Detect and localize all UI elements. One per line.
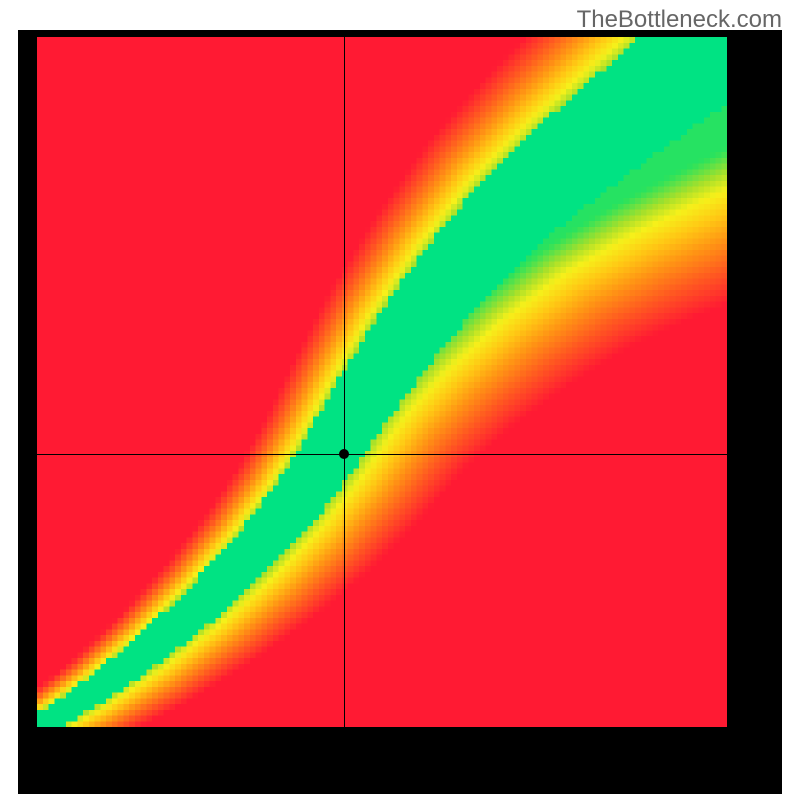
- watermark-text: TheBottleneck.com: [577, 6, 782, 34]
- crosshair-vertical: [344, 37, 345, 727]
- crosshair-horizontal: [37, 454, 727, 455]
- root-container: TheBottleneck.com: [0, 0, 800, 800]
- bottleneck-heatmap: [37, 37, 727, 727]
- crosshair-marker: [339, 449, 349, 459]
